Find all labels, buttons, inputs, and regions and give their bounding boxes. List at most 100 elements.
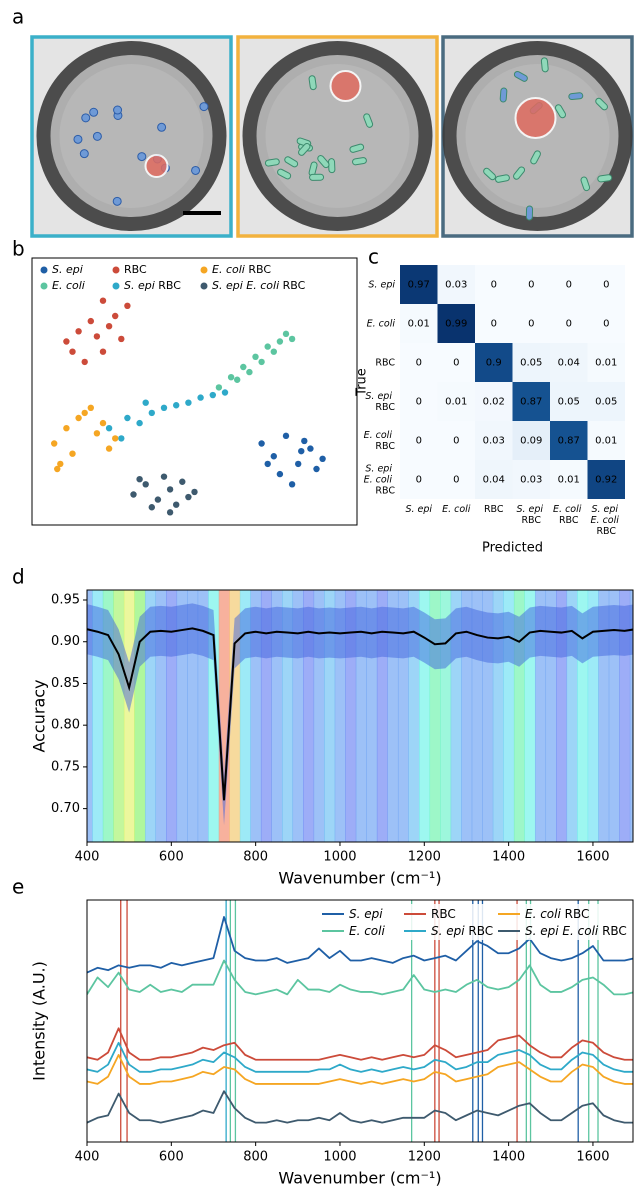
importance-stripe <box>87 590 93 842</box>
scatter-point <box>185 493 192 501</box>
importance-stripe <box>513 590 525 842</box>
plot-frame <box>31 257 358 526</box>
importance-stripe <box>144 590 157 842</box>
scatter-point <box>191 488 198 496</box>
heatmap-cell <box>437 343 475 382</box>
scatter-point <box>221 389 229 396</box>
x-tick-label: 1200 <box>408 850 441 865</box>
importance-stripe <box>123 590 135 842</box>
scatter-point <box>112 312 119 320</box>
bacterium <box>284 156 299 168</box>
scatter-point <box>51 440 58 447</box>
x-tick-label: 400 <box>75 1150 100 1165</box>
heatmap-cell <box>512 265 550 304</box>
importance-stripe <box>134 590 146 842</box>
cell-label: 0.99 <box>445 319 467 330</box>
importance-stripe <box>566 590 578 842</box>
spectrum-line <box>87 1041 633 1073</box>
scatter-point <box>118 335 125 343</box>
importance-stripe <box>397 590 409 842</box>
cell-label: 0.02 <box>483 397 505 408</box>
scatter-point <box>124 414 131 422</box>
cell-label: 0 <box>416 397 422 408</box>
y-tick-label: RBC <box>375 357 395 368</box>
cell-label: 0.87 <box>520 397 542 408</box>
importance-stripe <box>608 590 620 842</box>
scatter-point <box>105 323 113 330</box>
importance-stripe <box>271 590 283 842</box>
heatmap-cell <box>512 421 550 460</box>
y-tick-label: 0.80 <box>51 718 80 733</box>
scatter-point <box>185 399 192 406</box>
heatmap-cell <box>550 460 588 499</box>
well-inner <box>265 64 410 208</box>
y-tick-label: 0.90 <box>51 634 80 649</box>
importance-stripe <box>92 590 104 842</box>
importance-stripe <box>598 590 610 842</box>
scatter-point <box>99 348 107 355</box>
bacterium <box>309 173 325 181</box>
bacterium <box>191 165 201 175</box>
importance-stripe <box>239 590 251 842</box>
scatter-point <box>307 445 314 452</box>
micrograph <box>441 35 634 238</box>
red-blood-cell <box>514 97 557 139</box>
cell-label: 0.03 <box>445 280 467 291</box>
bacterium <box>157 122 167 132</box>
importance-stripe <box>334 590 346 842</box>
heatmap-cell <box>400 343 438 382</box>
heatmap-cell <box>400 460 438 499</box>
scatter-point <box>240 363 247 371</box>
importance-stripe <box>376 590 388 842</box>
accuracy-line <box>87 627 633 801</box>
x-tick-label: 1600 <box>576 1150 609 1165</box>
bacterium <box>81 113 91 123</box>
panel-label: e <box>12 875 24 899</box>
importance-stripe <box>345 590 357 842</box>
importance-stripe <box>250 590 262 842</box>
importance-stripe <box>260 590 272 842</box>
cell-label: 0 <box>453 475 459 486</box>
x-tick-label: 600 <box>159 1150 184 1165</box>
scatter-point <box>69 348 76 355</box>
cell-label: 0 <box>603 319 609 330</box>
importance-stripe <box>503 590 515 842</box>
cell-label: 0.01 <box>558 475 580 486</box>
x-tick-label: 1200 <box>408 1150 441 1165</box>
importance-stripe <box>482 590 494 842</box>
scatter-point <box>264 460 271 468</box>
cell-label: 0.04 <box>483 475 505 486</box>
bacterium <box>277 168 292 180</box>
y-axis-title: True <box>355 368 370 397</box>
importance-stripe <box>102 590 114 842</box>
bacterium <box>513 166 526 180</box>
red-blood-cell <box>144 154 169 178</box>
y-axis-title: Accuracy <box>30 679 49 752</box>
heatmap-cell <box>400 382 438 421</box>
scatter-point <box>276 338 284 345</box>
legend-label: S. epi RBC <box>124 279 181 292</box>
panel-label: a <box>12 5 24 29</box>
x-axis-title: Predicted <box>482 541 543 556</box>
scatter-point <box>148 504 155 511</box>
bacterium <box>513 70 528 82</box>
heatmap-cell <box>550 421 588 460</box>
bacterium <box>568 92 584 101</box>
importance-stripe <box>197 590 209 842</box>
bacterium <box>73 134 83 144</box>
importance-stripe <box>355 590 367 842</box>
importance-stripe <box>324 590 336 842</box>
scatter-point <box>105 445 113 452</box>
x-tick-label: 1000 <box>323 1150 356 1165</box>
x-tick-label: 800 <box>243 1150 268 1165</box>
scatter-point <box>258 358 265 366</box>
heatmap-cell <box>437 304 475 343</box>
heatmap-cell <box>587 304 625 343</box>
cell-label: 0.05 <box>520 358 542 369</box>
plot-area <box>87 590 633 842</box>
scatter-point <box>130 491 137 498</box>
scatter-point <box>288 481 296 488</box>
bacterium <box>112 196 122 206</box>
scale-bar <box>183 211 221 215</box>
